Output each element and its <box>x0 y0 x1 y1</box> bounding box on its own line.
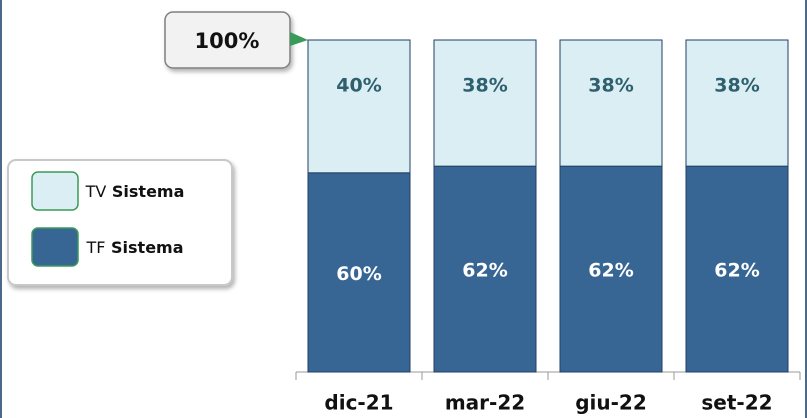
value-label: 62% <box>462 260 507 282</box>
bar-segment <box>433 39 537 167</box>
legend-label: TV Sistema <box>85 182 185 201</box>
x-tick-label: mar-22 <box>445 391 525 415</box>
annotation: 100% <box>195 29 260 53</box>
value-label: 60% <box>336 263 381 285</box>
legend-swatch <box>31 171 79 211</box>
legend-label: TF Sistema <box>85 238 183 257</box>
value-label: 38% <box>462 75 507 97</box>
legend-swatch <box>31 227 79 267</box>
bar-segment <box>559 165 663 373</box>
bar-segment <box>685 165 789 373</box>
x-tick-label: set-22 <box>701 391 772 415</box>
value-label: 38% <box>714 75 759 97</box>
bar-segment <box>685 39 789 167</box>
bar-segment <box>307 172 411 373</box>
value-label: 62% <box>588 260 633 282</box>
bar-segment <box>307 39 411 174</box>
bar-segment <box>433 165 537 373</box>
value-label: 40% <box>336 75 381 97</box>
x-tick-label: dic-21 <box>324 391 393 415</box>
x-tick-label: giu-22 <box>575 391 647 415</box>
annotation-arrow <box>290 32 308 46</box>
bar-segment <box>559 39 663 167</box>
value-label: 38% <box>588 75 633 97</box>
value-label: 62% <box>714 260 759 282</box>
